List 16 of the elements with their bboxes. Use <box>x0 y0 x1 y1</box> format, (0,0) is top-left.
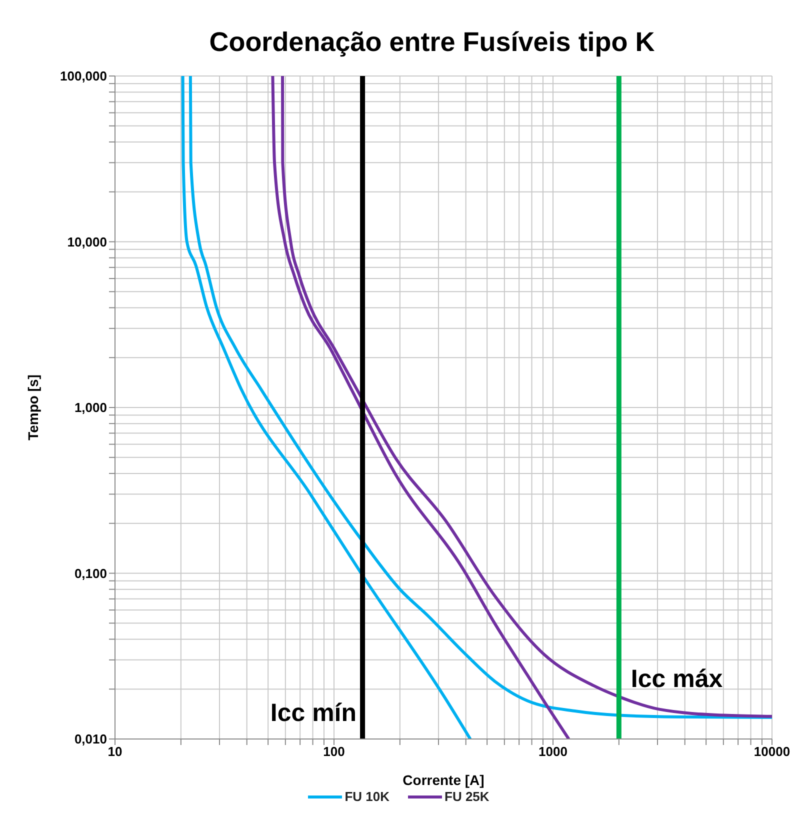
y-tick-label: 10,000 <box>67 234 107 250</box>
y-tick-label: 1,000 <box>74 400 107 416</box>
x-tick-label: 1000 <box>538 744 568 760</box>
y-tick-label: 0,100 <box>74 566 107 581</box>
legend-label: FU 10K <box>344 789 390 804</box>
x-tick-label: 10 <box>108 744 122 760</box>
chart-title: Coordenação entre Fusíveis tipo K <box>208 26 656 58</box>
y-tick-label: 100,000 <box>60 68 107 84</box>
ref-line-label: Icc máx <box>630 665 723 693</box>
x-axis-title: Corrente [A] <box>402 772 484 788</box>
ref-line-label: Icc mín <box>270 699 357 727</box>
legend-label: FU 25K <box>444 789 490 804</box>
y-axis-title: Tempo [s] <box>24 374 41 440</box>
y-tick-label: 0,010 <box>74 732 107 747</box>
x-tick-label: 100 <box>323 744 345 760</box>
x-tick-label: 10000 <box>754 744 790 760</box>
